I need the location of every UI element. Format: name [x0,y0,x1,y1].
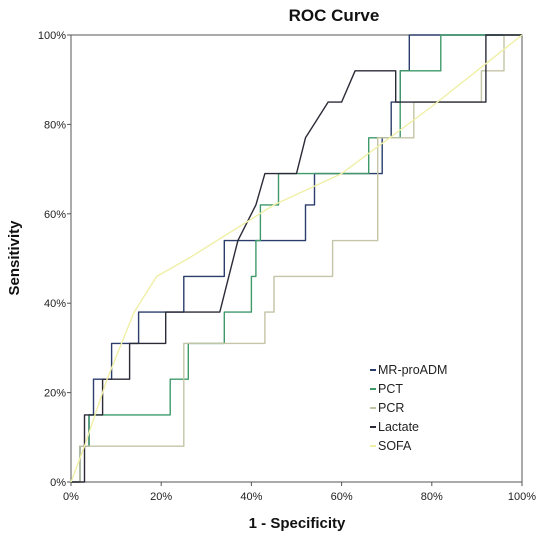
x-tick-label: 40% [240,491,262,503]
chart-title: ROC Curve [289,6,380,25]
series-line-sofa [70,34,523,483]
x-tick-label: 20% [150,491,172,503]
x-axis-label: 1 - Specificity [249,515,346,532]
plot-frame [70,34,523,483]
y-axis-label: Sensitivity [6,220,23,296]
legend-label: PCT [378,382,403,396]
legend-label: MR-proADM [378,363,447,377]
series-layer [70,34,523,483]
x-tick-label: 80% [421,491,443,503]
series-line-pcr [71,34,522,483]
series-line-lactate [71,34,522,483]
x-axis-ticks: 0% 20% 40% 60% 80% 100% [63,482,536,503]
y-tick-label: 20% [44,388,66,400]
x-tick-label: 100% [508,491,536,503]
y-axis-ticks: 0% 20% 40% 60% 80% 100% [38,30,71,489]
legend-label: PCR [378,401,404,415]
legend-label: SOFA [378,439,412,453]
y-tick-label: 0% [50,477,66,489]
legend: MR-proADM PCT PCR Lactate SOFA [370,363,447,453]
x-tick-label: 60% [331,491,353,503]
legend-label: Lactate [378,420,419,434]
y-tick-label: 100% [38,30,66,42]
x-tick-label: 0% [63,491,79,503]
plot-area [70,34,523,483]
y-tick-label: 80% [44,119,66,131]
y-tick-label: 60% [44,209,66,221]
y-tick-label: 40% [44,298,66,310]
